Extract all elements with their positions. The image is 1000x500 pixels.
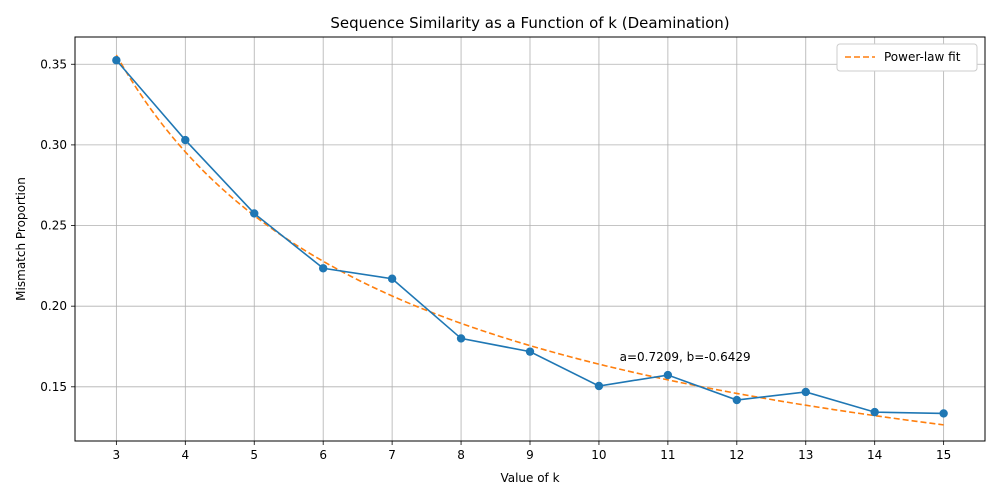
data-point (525, 347, 535, 356)
y-tick-label: 0.20 (40, 299, 67, 313)
data-point (181, 135, 190, 145)
grid (75, 37, 985, 441)
fit-annotation: a=0.7209, b=-0.6429 (620, 350, 751, 364)
legend-fit-label: Power-law fit (884, 50, 961, 64)
data-point (318, 264, 328, 273)
x-tick-label: 5 (250, 448, 258, 462)
x-tick-label: 13 (798, 448, 813, 462)
y-tick-label: 0.35 (40, 57, 67, 71)
data-point (801, 387, 810, 397)
chart-title: Sequence Similarity as a Function of k (… (330, 14, 729, 32)
x-tick-label: 6 (319, 448, 327, 462)
x-axis: 3 4 5 6 7 8 9 10 11 12 13 14 15 (113, 441, 951, 462)
x-tick-label: 4 (181, 448, 189, 462)
x-tick-label: 7 (388, 448, 396, 462)
fit-layer (115, 54, 944, 426)
x-tick-label: 3 (113, 448, 121, 462)
y-tick-label: 0.30 (40, 138, 67, 152)
x-tick-label: 8 (457, 448, 465, 462)
y-axis-label: Mismatch Proportion (14, 177, 28, 301)
data-point (456, 334, 466, 343)
x-tick-label: 11 (660, 448, 675, 462)
legend: Power-law fit (836, 43, 978, 72)
data-point (250, 209, 259, 218)
data-layer (112, 56, 948, 418)
x-axis-label: Value of k (500, 471, 559, 485)
data-point (732, 395, 742, 405)
y-axis: 0.15 0.20 0.25 0.30 0.35 (40, 57, 75, 394)
fit-curve (115, 54, 944, 426)
x-tick-label: 14 (867, 448, 882, 462)
x-tick-label: 10 (591, 448, 606, 462)
x-tick-label: 12 (729, 448, 744, 462)
data-point (939, 409, 948, 418)
x-tick-label: 9 (526, 448, 534, 462)
y-tick-label: 0.25 (40, 219, 67, 233)
data-point (870, 407, 879, 417)
data-point (387, 274, 397, 283)
data-point (663, 370, 673, 380)
data-point (594, 381, 604, 391)
legend-box (836, 43, 978, 72)
y-tick-label: 0.15 (40, 380, 67, 394)
data-point (112, 56, 121, 65)
x-tick-label: 15 (936, 448, 951, 462)
